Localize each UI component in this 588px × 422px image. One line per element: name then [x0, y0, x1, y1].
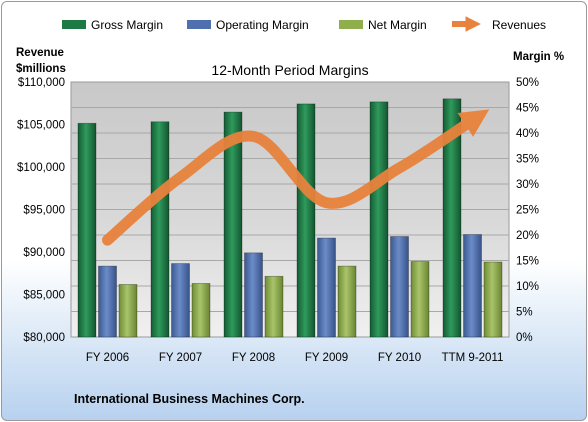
category-label: FY 2010 — [378, 352, 421, 364]
legend-swatch-gross-margin — [62, 20, 86, 29]
net-margin-bar — [264, 275, 284, 338]
gross-margin-bar — [150, 121, 170, 338]
gross-margin-bar — [77, 122, 97, 338]
gross-margin-bar — [369, 101, 389, 338]
left-tick-label: $100,000 — [17, 162, 65, 174]
gross-margin-bar — [296, 103, 316, 338]
net-margin-bar — [337, 265, 357, 338]
left-tick-label: $110,000 — [18, 77, 65, 89]
left-axis-title-line2: $millions — [16, 63, 66, 75]
legend-swatch-operating-margin — [187, 20, 211, 29]
right-tick-label: 5% — [516, 307, 533, 319]
bars — [77, 98, 503, 338]
right-axis-title: Margin % — [513, 51, 564, 63]
left-axis-title-line1: Revenue — [16, 47, 64, 59]
right-tick-label: 40% — [516, 128, 539, 140]
legend-label-operating-margin: Operating Margin — [216, 18, 309, 32]
company-name: International Business Machines Corp. — [74, 392, 305, 406]
net-margin-bar — [118, 284, 138, 338]
right-axis-ticks: 0% 5% 10% 15% 20% 25% 30% 35% 40% 45% 50% — [516, 77, 539, 344]
right-tick-label: 50% — [516, 77, 539, 89]
left-tick-label: $80,000 — [23, 332, 65, 344]
right-tick-label: 0% — [516, 332, 533, 344]
operating-margin-bar — [244, 252, 263, 338]
operating-margin-bar — [171, 263, 190, 338]
right-tick-label: 45% — [516, 103, 539, 115]
category-label: FY 2008 — [232, 352, 275, 364]
left-axis-ticks: $80,000 $85,000 $90,000 $95,000 $100,000 $105… — [17, 77, 65, 344]
category-label: FY 2007 — [159, 352, 202, 364]
net-margin-bar — [483, 261, 503, 338]
legend-label-net-margin: Net Margin — [368, 18, 427, 32]
legend-label-gross-margin: Gross Margin — [91, 18, 163, 32]
gridlines — [71, 107, 509, 312]
operating-margin-bar — [98, 265, 117, 338]
legend-swatch-net-margin — [339, 20, 363, 29]
revenue-line-group — [102, 109, 490, 246]
gross-margin-bar — [223, 111, 243, 338]
left-tick-label: $105,000 — [17, 120, 65, 132]
right-tick-label: 35% — [516, 154, 539, 166]
left-tick-label: $85,000 — [23, 290, 65, 302]
category-labels: FY 2006 FY 2007 FY 2008 FY 2009 FY 2010 TTM 9… — [86, 352, 504, 364]
revenues-line — [102, 109, 490, 246]
net-margin-bar — [410, 261, 430, 338]
operating-margin-bar — [463, 234, 482, 338]
left-tick-label: $95,000 — [23, 205, 65, 217]
chart-title: 12-Month Period Margins — [211, 62, 368, 78]
net-margin-bar — [191, 283, 211, 338]
left-tick-label: $90,000 — [23, 247, 65, 259]
category-label: FY 2006 — [86, 352, 129, 364]
category-label: TTM 9-2011 — [442, 352, 504, 364]
legend: Gross Margin Operating Margin Net Margin… — [62, 16, 546, 32]
right-tick-label: 30% — [516, 179, 539, 191]
gross-margin-bar — [442, 98, 462, 338]
right-tick-label: 15% — [516, 256, 539, 268]
right-tick-label: 25% — [516, 205, 539, 217]
category-label: FY 2009 — [305, 352, 348, 364]
operating-margin-bar — [390, 236, 409, 338]
operating-margin-bar — [317, 237, 336, 338]
right-tick-label: 20% — [516, 230, 539, 242]
right-tick-label: 10% — [516, 281, 539, 293]
legend-label-revenues: Revenues — [492, 18, 546, 32]
